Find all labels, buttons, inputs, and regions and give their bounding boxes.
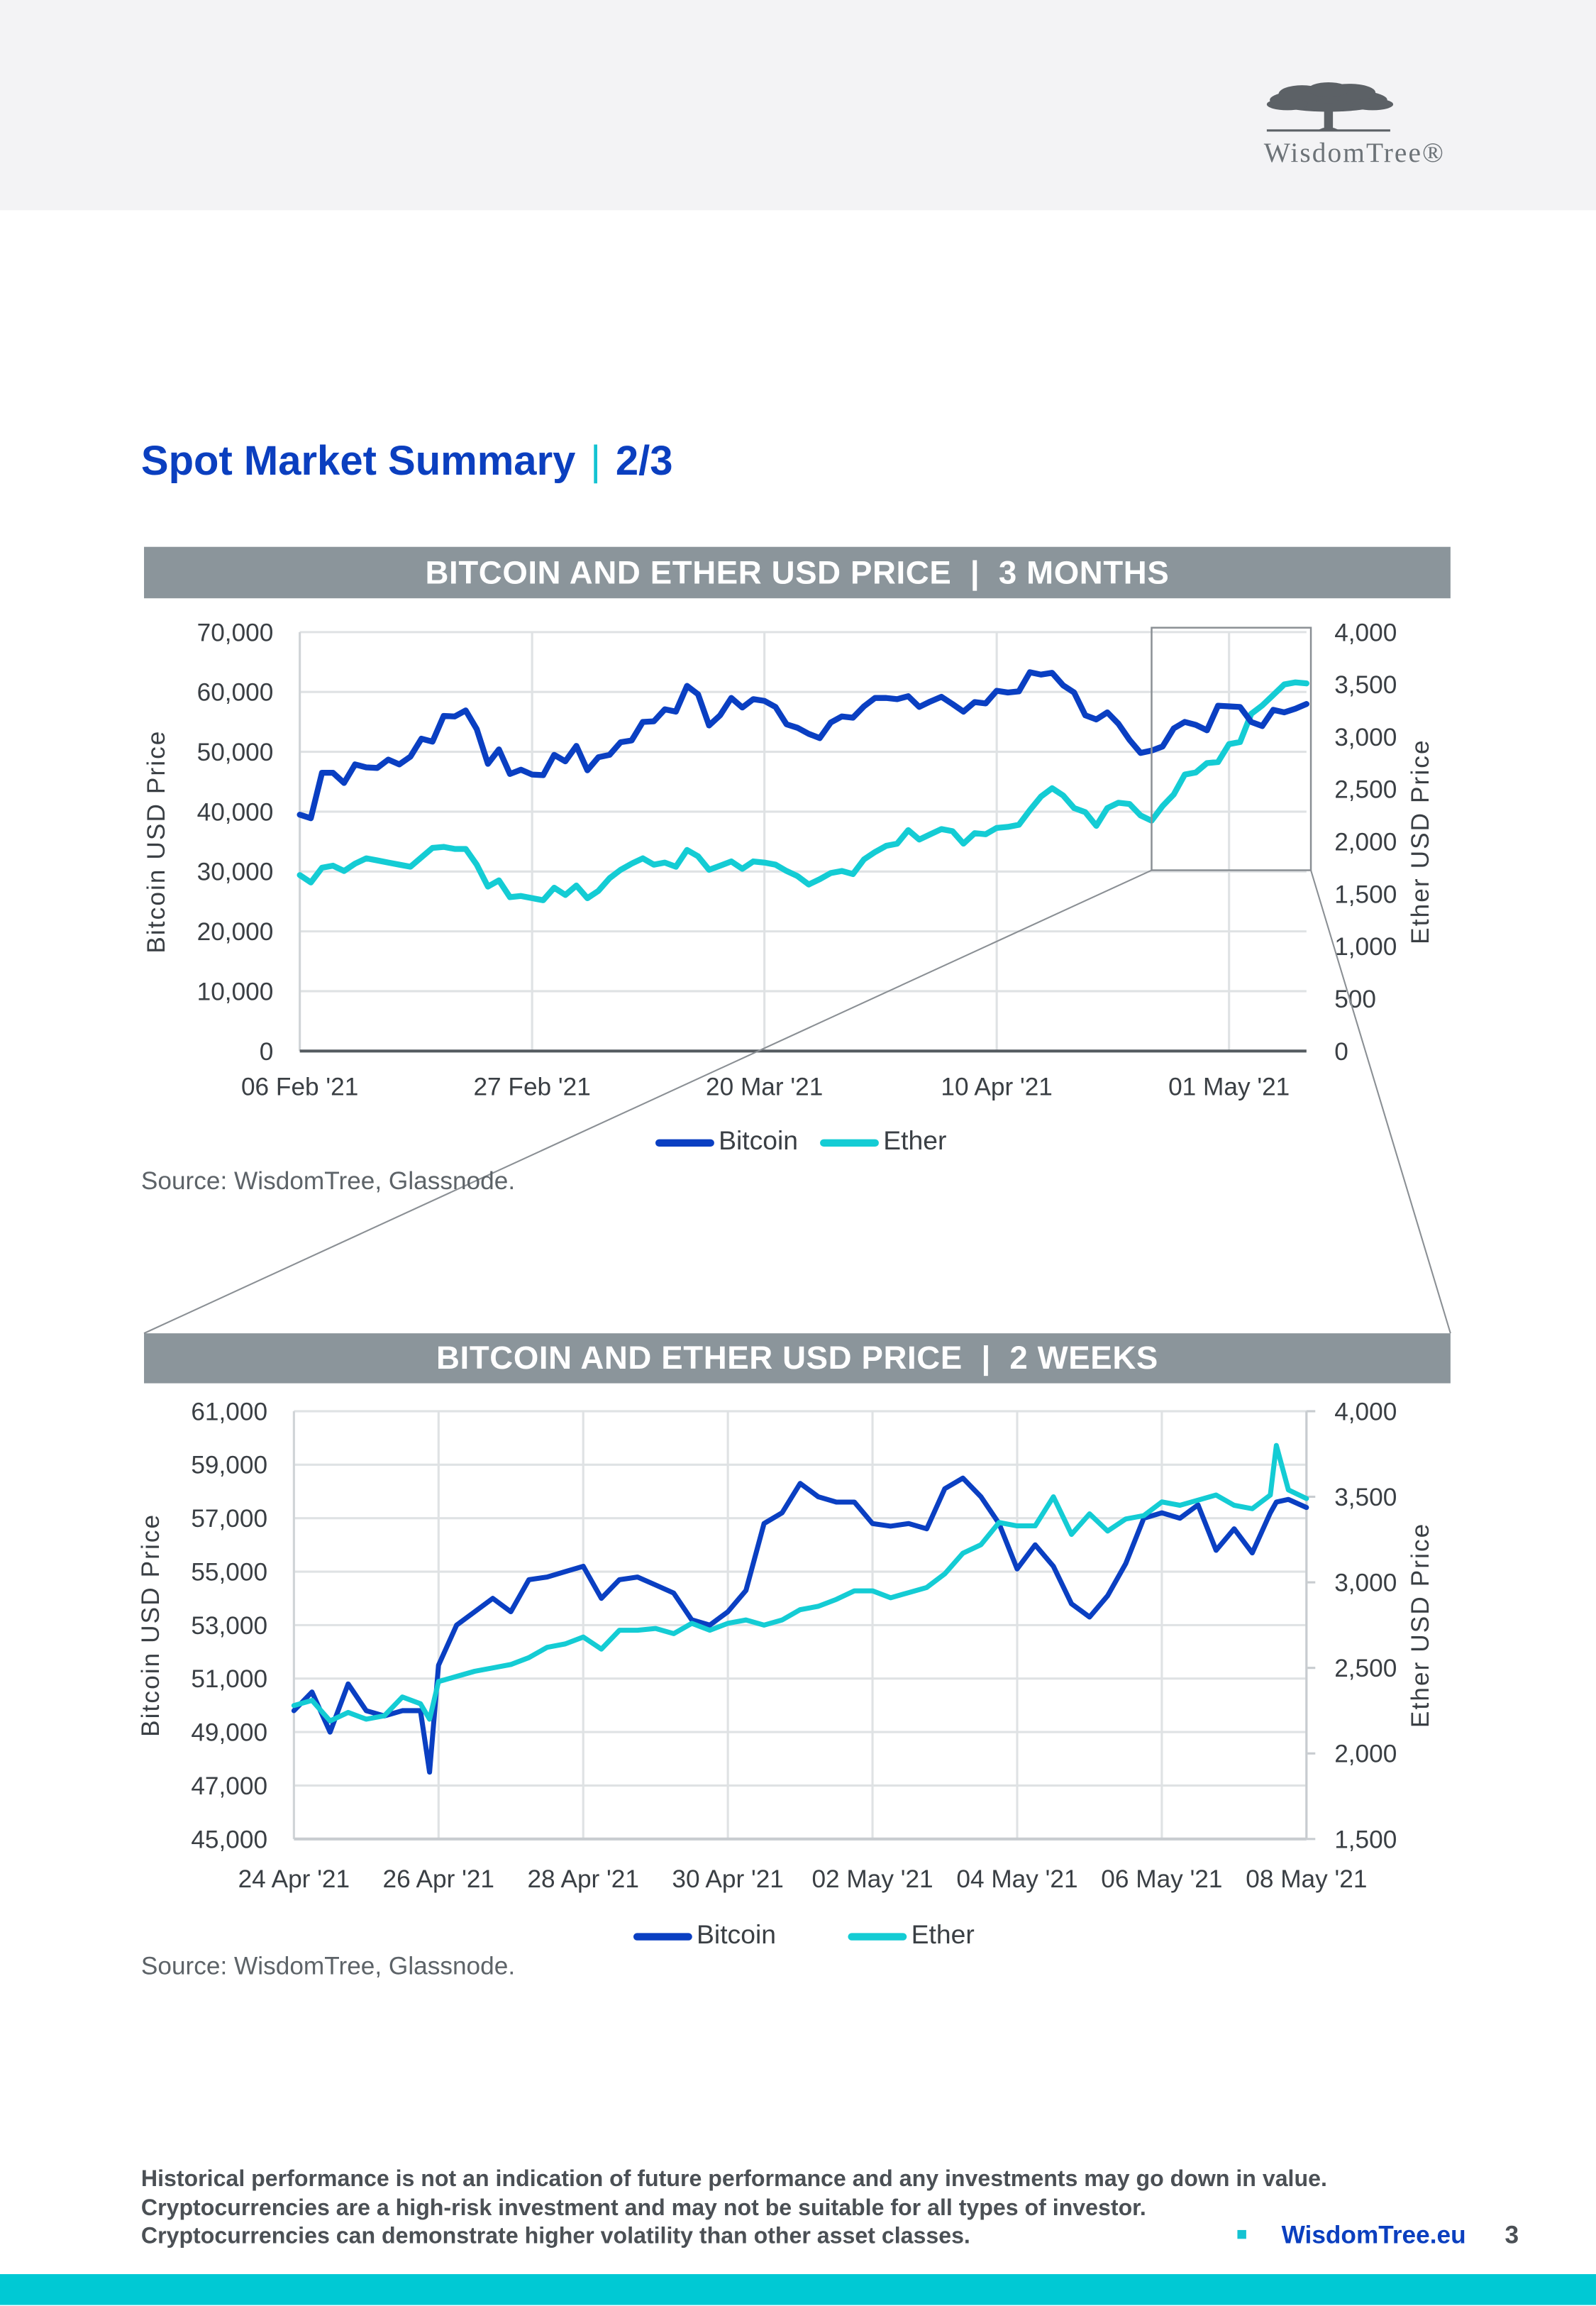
- legend-swatch-ether: [820, 1139, 880, 1147]
- title-separator: |: [590, 438, 602, 484]
- legend-swatch-bitcoin: [633, 1932, 692, 1941]
- y2-tick-label: 500: [1334, 986, 1376, 1013]
- legend-label-bitcoin: Bitcoin: [697, 1919, 776, 1950]
- legend-item-bitcoin: Bitcoin: [633, 1920, 776, 1949]
- y-tick-label: 30,000: [197, 859, 274, 886]
- legend-label-ether: Ether: [911, 1919, 975, 1950]
- page-number: 3: [1504, 2221, 1519, 2249]
- y-tick-label: 49,000: [191, 1719, 267, 1747]
- y2-axis-title: Ether USD Price: [1407, 1523, 1434, 1728]
- zoom-window-box: [1151, 627, 1312, 871]
- y2-tick-label: 0: [1334, 1038, 1348, 1066]
- disclaimer-line: Historical performance is not an indicat…: [140, 2166, 1327, 2192]
- y-tick-label: 55,000: [191, 1558, 267, 1586]
- chart2-legend: Bitcoin Ether: [633, 1920, 975, 1951]
- chart1: 0 10,000 20,000 30,000 40,000 50,000 60,000 70,…: [143, 619, 1451, 1335]
- legend-item-ether: Ether: [820, 1126, 946, 1155]
- disclaimer: Historical performance is not an indicat…: [141, 2166, 1327, 2251]
- wisdomtree-logo: WisdomTree®: [1252, 82, 1487, 180]
- y-tick-label: 61,000: [191, 1398, 267, 1425]
- y-tick-label: 51,000: [191, 1665, 267, 1693]
- y-tick-label: 20,000: [197, 918, 274, 946]
- y-axis-title: Bitcoin USD Price: [143, 730, 170, 954]
- x-tick-label: 30 Apr '21: [672, 1865, 784, 1893]
- y2-tick-label: 2,000: [1334, 829, 1397, 856]
- y-tick-label: 47,000: [191, 1772, 267, 1800]
- y2-tick-label: 3,000: [1334, 724, 1397, 751]
- y-tick-label: 10,000: [197, 978, 274, 1005]
- legend-swatch-ether: [848, 1932, 907, 1941]
- zoom-connector-left: [143, 869, 1152, 1335]
- y-axis-title: Bitcoin USD Price: [137, 1513, 165, 1737]
- x-tick-label: 26 Apr '21: [383, 1865, 495, 1893]
- y2-tick-label: 1,500: [1334, 1826, 1397, 1853]
- y2-tick-label: 2,000: [1334, 1740, 1397, 1768]
- title-page: 2/3: [615, 438, 673, 484]
- series-line-bitcoin: [291, 1475, 1309, 1775]
- chart2: 45,000 47,000 49,000 51,000 53,000 55,000 57,0…: [137, 1398, 1434, 1893]
- y-tick-label: 57,000: [191, 1505, 267, 1533]
- x-tick-label: 08 May '21: [1246, 1865, 1367, 1893]
- y-tick-label: 70,000: [197, 619, 274, 646]
- x-tick-label: 20 Mar '21: [706, 1073, 823, 1100]
- series-line-ether: [297, 679, 1309, 903]
- legend-label-bitcoin: Bitcoin: [719, 1125, 799, 1156]
- chart1-legend: Bitcoin Ether: [655, 1126, 946, 1157]
- x-tick-label: 02 May '21: [811, 1865, 933, 1893]
- chart1-banner: BITCOIN AND ETHER USD PRICE | 3 MONTHS: [144, 546, 1451, 599]
- y2-axis-title: Ether USD Price: [1407, 739, 1434, 944]
- y2-tick-label: 1,000: [1334, 933, 1397, 961]
- disclaimer-line: Cryptocurrencies can demonstrate higher …: [140, 2224, 970, 2249]
- title-main: Spot Market Summary: [140, 438, 576, 484]
- y-tick-label: 60,000: [197, 679, 274, 707]
- y-tick-label: 59,000: [191, 1452, 267, 1479]
- x-tick-label: 24 Apr '21: [238, 1865, 350, 1893]
- x-tick-label: 10 Apr '21: [941, 1073, 1053, 1100]
- chart1-source: Source: WisdomTree, Glassnode.: [140, 1167, 516, 1196]
- y-tick-label: 53,000: [191, 1612, 267, 1640]
- y2-tick-label: 3,000: [1334, 1569, 1397, 1597]
- logo-text: WisdomTree®: [1263, 138, 1446, 170]
- y2-tick-label: 1,500: [1334, 881, 1397, 908]
- x-tick-label: 28 Apr '21: [527, 1865, 639, 1893]
- x-tick-label: 06 Feb '21: [241, 1073, 358, 1100]
- legend-item-ether: Ether: [848, 1920, 975, 1949]
- series-line-ether: [291, 1442, 1309, 1723]
- y2-tick-label: 3,500: [1334, 1484, 1397, 1511]
- y2-tick-label: 2,500: [1334, 776, 1397, 804]
- tree-icon: [1266, 82, 1394, 132]
- y-tick-label: 45,000: [191, 1826, 267, 1853]
- legend-label-ether: Ether: [883, 1125, 947, 1156]
- zoom-connector-right: [1310, 870, 1451, 1334]
- legend-swatch-bitcoin: [655, 1139, 714, 1147]
- y-tick-label: 40,000: [197, 798, 274, 826]
- y-tick-label: 0: [260, 1038, 274, 1066]
- footer-bar: [0, 2274, 1596, 2305]
- y2-tick-label: 4,000: [1334, 619, 1397, 646]
- x-tick-label: 01 May '21: [1168, 1073, 1290, 1100]
- x-tick-label: 04 May '21: [956, 1865, 1077, 1893]
- y2-tick-label: 4,000: [1334, 1398, 1397, 1425]
- y-tick-label: 50,000: [197, 739, 274, 766]
- website-link[interactable]: WisdomTree.eu: [1281, 2221, 1466, 2249]
- chart2-banner: BITCOIN AND ETHER USD PRICE | 2 WEEKS: [144, 1333, 1451, 1384]
- x-tick-label: 06 May '21: [1101, 1865, 1222, 1893]
- series-line-bitcoin: [297, 669, 1309, 822]
- bullet-icon: [1237, 2229, 1246, 2239]
- x-tick-label: 27 Feb '21: [473, 1073, 590, 1100]
- disclaimer-line: Cryptocurrencies are a high-risk investm…: [140, 2195, 1146, 2221]
- legend-item-bitcoin: Bitcoin: [655, 1126, 798, 1155]
- y2-tick-label: 2,500: [1334, 1655, 1397, 1682]
- chart2-source: Source: WisdomTree, Glassnode.: [140, 1952, 516, 1980]
- y2-tick-label: 3,500: [1334, 671, 1397, 699]
- page-title: Spot Market Summary | 2/3: [141, 438, 673, 485]
